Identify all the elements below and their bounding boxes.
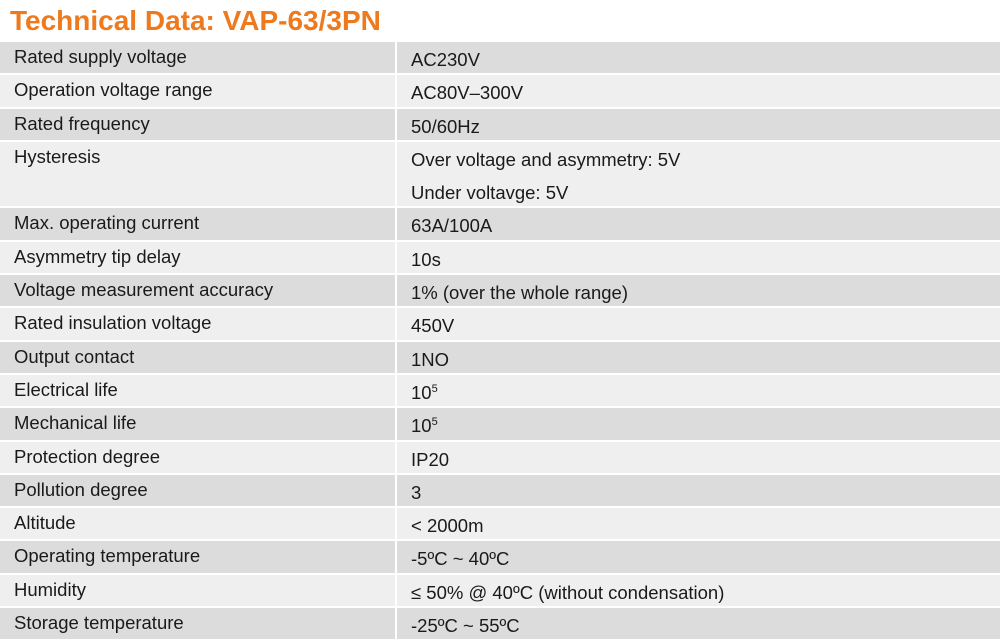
row-value: Over voltage and asymmetry: 5V Under vol…	[397, 142, 1000, 207]
table-row: Voltage measurement accuracy 1% (over th…	[0, 275, 1000, 309]
row-value: 3	[411, 481, 422, 503]
row-label: Rated frequency	[0, 108, 397, 140]
row-value: 1NO	[411, 348, 450, 370]
value-base: 10	[411, 415, 432, 437]
row-value-line: Under voltavge: 5V	[411, 182, 569, 204]
page-title: Technical Data: VAP-63/3PN	[10, 5, 381, 36]
table-row: Asymmetry tip delay 10s	[0, 241, 1000, 276]
row-value: 50/60Hz	[411, 115, 480, 137]
row-value-line: Over voltage and asymmetry: 5V	[411, 148, 681, 170]
value-exponent: 5	[431, 382, 438, 395]
value-base: 10	[411, 381, 432, 403]
row-value: IP20	[411, 448, 450, 470]
row-label: Operation voltage range	[0, 75, 397, 107]
row-label: Protection degree	[0, 441, 397, 473]
table-row: Pollution degree 3	[0, 474, 1000, 509]
row-value: 450V	[411, 315, 455, 337]
row-value: AC80V–300V	[411, 82, 524, 104]
row-label: Rated supply voltage	[0, 42, 397, 74]
row-label: Altitude	[0, 508, 397, 540]
row-label: Mechanical life	[0, 408, 397, 440]
row-value: 10s	[411, 248, 441, 270]
table-row: Altitude < 2000m	[0, 508, 1000, 542]
row-value: 1% (over the whole range)	[411, 282, 628, 304]
table-row: Operating temperature -5ºC ~ 40ºC	[0, 541, 1000, 575]
row-value: ≤ 50% @ 40ºC (without condensation)	[411, 581, 725, 603]
row-label: Pollution degree	[0, 474, 397, 507]
technical-data-table: Rated supply voltage AC230V Operation vo…	[0, 42, 1000, 641]
value-exponent: 5	[431, 416, 438, 429]
row-label: Electrical life	[0, 374, 397, 407]
row-label: Asymmetry tip delay	[0, 241, 397, 274]
row-value: 105	[397, 375, 1000, 406]
row-label: Voltage measurement accuracy	[0, 275, 397, 307]
row-label: Rated insulation voltage	[0, 308, 397, 340]
table-row: Output contact 1NO	[0, 341, 1000, 375]
table-row: Operation voltage range AC80V–300V	[0, 75, 1000, 109]
row-label: Operating temperature	[0, 541, 397, 573]
table-row: Storage temperature -25ºC ~ 55ºC	[0, 608, 1000, 641]
row-label: Hysteresis	[0, 141, 397, 207]
row-value: < 2000m	[411, 515, 484, 537]
row-value: -25ºC ~ 55ºC	[411, 615, 520, 637]
table-row: Humidity ≤ 50% @ 40ºC (without condensat…	[0, 574, 1000, 609]
row-value: -5ºC ~ 40ºC	[411, 548, 510, 570]
row-label: Output contact	[0, 341, 397, 373]
row-value: 63A/100A	[411, 215, 493, 237]
table-row: Rated insulation voltage 450V	[0, 308, 1000, 342]
table-row: Max. operating current 63A/100A	[0, 208, 1000, 242]
table-row: Rated supply voltage AC230V	[0, 42, 1000, 76]
row-value: 105	[397, 408, 1000, 439]
table-row: Mechanical life 105	[0, 408, 1000, 442]
table-row: Hysteresis Over voltage and asymmetry: 5…	[0, 141, 1000, 209]
table-row: Protection degree IP20	[0, 441, 1000, 475]
row-label: Max. operating current	[0, 208, 397, 240]
table-row: Rated frequency 50/60Hz	[0, 108, 1000, 142]
row-value: AC230V	[411, 49, 480, 70]
table-row: Electrical life 105	[0, 374, 1000, 409]
row-label: Humidity	[0, 574, 397, 607]
row-label: Storage temperature	[0, 608, 397, 640]
